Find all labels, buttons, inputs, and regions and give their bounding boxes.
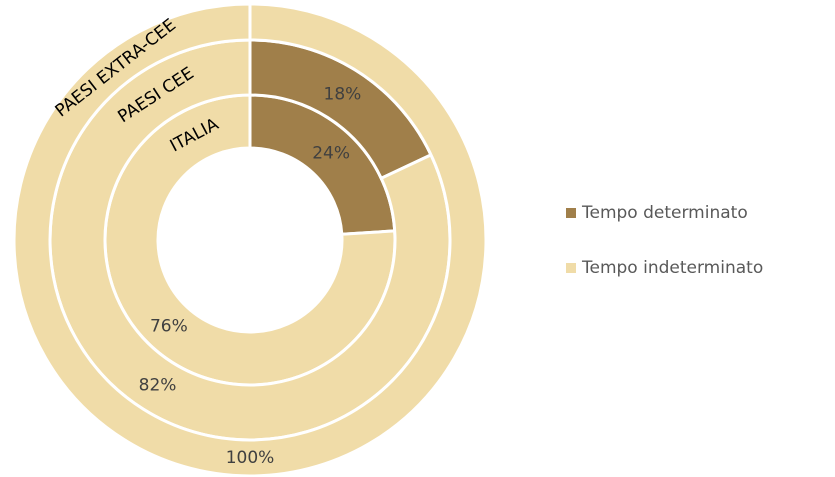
legend-swatch — [566, 208, 576, 218]
data-label: 82% — [139, 376, 177, 396]
legend-text: Tempo determinato — [581, 203, 748, 223]
data-label: 76% — [150, 316, 188, 336]
data-label: 24% — [312, 144, 350, 164]
legend-swatch — [566, 263, 576, 273]
data-label: 100% — [226, 448, 275, 468]
legend-text: Tempo indeterminato — [581, 258, 763, 278]
ring-segment — [12, 2, 488, 477]
data-label: 18% — [324, 84, 362, 104]
